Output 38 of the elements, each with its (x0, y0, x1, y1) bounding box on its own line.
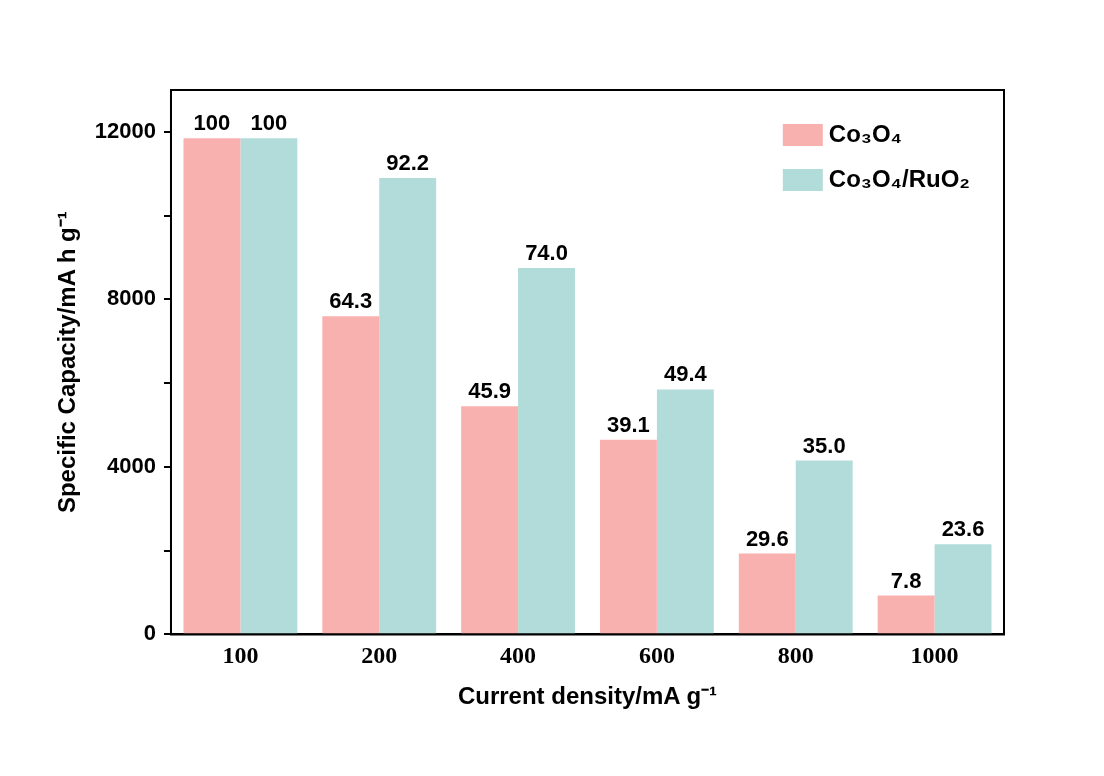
legend-label: Co₃O₄/RuO₂ (828, 164, 970, 192)
annotation: 49.4 (663, 361, 708, 387)
annotation: 64.3 (329, 288, 373, 314)
bar (738, 553, 796, 634)
bar (795, 460, 853, 634)
x-tick-label: 400 (500, 642, 537, 668)
annotation: 92.2 (386, 150, 430, 175)
bar (599, 439, 657, 634)
annotation: 23.6 (941, 516, 985, 542)
x-axis-title: Current density/mA g⁻¹ (457, 682, 718, 710)
legend-label: Co₃O₄ (828, 119, 903, 147)
y-tick-label: 4000 (107, 452, 156, 478)
bar (518, 267, 575, 634)
bar (934, 544, 992, 634)
bar (656, 389, 714, 634)
annotation: 100 (250, 110, 288, 136)
annotation: 45.9 (468, 378, 512, 404)
y-axis-title: Specific Capacity/mA h g⁻¹ (53, 211, 81, 514)
annotation: 29.6 (745, 525, 789, 551)
bar (183, 138, 241, 634)
annotation: 74.0 (525, 240, 568, 266)
x-tick-label: 600 (638, 642, 675, 668)
y-tick-label: 0 (143, 620, 156, 646)
bar (379, 177, 437, 634)
annotation: 35.0 (802, 432, 846, 458)
x-tick-label: 200 (361, 642, 398, 668)
annotation: 100 (193, 110, 231, 136)
x-tick-label: 1000 (910, 642, 959, 668)
x-tick-label: 800 (777, 642, 814, 668)
y-tick-label: 8000 (107, 285, 156, 311)
bar (240, 138, 298, 634)
bar (877, 595, 935, 634)
bar (461, 406, 519, 634)
annotation: 39.1 (607, 411, 650, 437)
bar (322, 316, 380, 634)
x-tick-label: 100 (222, 642, 259, 668)
annotation: 7.8 (890, 567, 922, 593)
y-tick-label: 12000 (94, 117, 156, 143)
